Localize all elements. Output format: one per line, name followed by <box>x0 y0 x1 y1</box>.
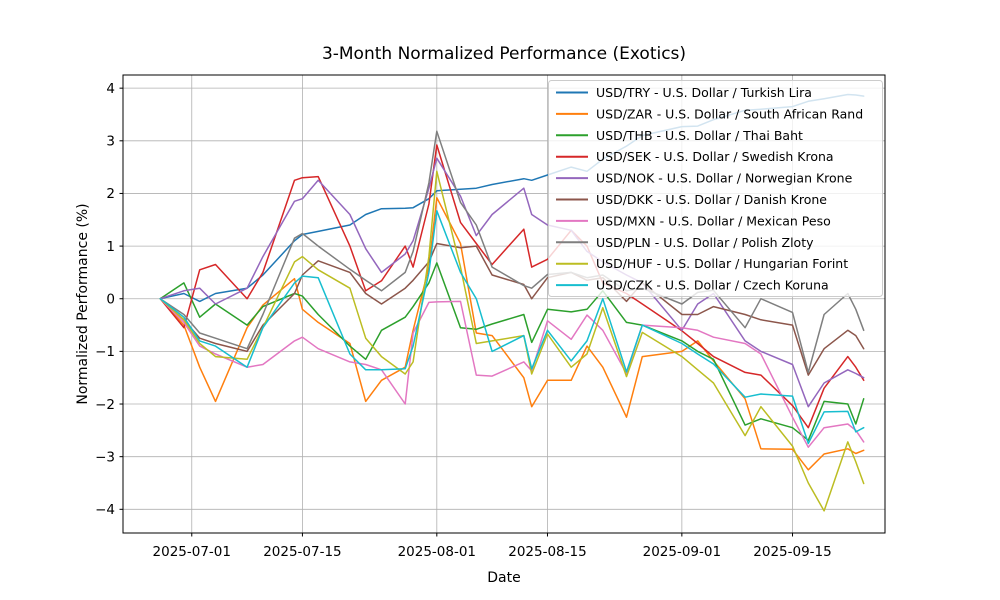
legend-label: USD/THB - U.S. Dollar / Thai Baht <box>596 128 803 143</box>
x-tick-label: 2025-09-15 <box>753 544 831 560</box>
legend: USD/TRY - U.S. Dollar / Turkish Lira USD/… <box>548 80 883 297</box>
legend-label: USD/HUF - U.S. Dollar / Hungarian Forint <box>596 256 848 271</box>
x-tick-label: 2025-07-01 <box>153 544 231 560</box>
y-tick-label: 3 <box>106 134 115 150</box>
x-axis-label: Date <box>487 570 521 586</box>
y-tick-label: −2 <box>95 397 115 413</box>
series-line-usd-zar <box>159 196 865 471</box>
chart-title: 3-Month Normalized Performance (Exotics) <box>321 44 687 64</box>
legend-label: USD/CZK - U.S. Dollar / Czech Koruna <box>596 278 829 293</box>
series-line-usd-czk <box>159 210 865 445</box>
legend-box <box>548 80 883 297</box>
legend-label: USD/ZAR - U.S. Dollar / South African Ra… <box>596 106 863 121</box>
series-line-usd-dkk <box>159 242 865 376</box>
y-tick-label: 0 <box>106 292 115 308</box>
y-axis-label: Normalized Performance (%) <box>75 203 91 405</box>
y-tick-label: −4 <box>95 502 115 518</box>
legend-label: USD/PLN - U.S. Dollar / Polish Zloty <box>596 235 814 250</box>
axis-ticks: 2025-07-01 2025-07-15 2025-08-01 2025-08-15… <box>95 81 832 560</box>
legend-label: USD/SEK - U.S. Dollar / Swedish Krona <box>596 149 834 164</box>
x-tick-label: 2025-08-15 <box>508 544 586 560</box>
series-line-usd-nok <box>159 157 865 408</box>
series-lines <box>159 93 865 512</box>
y-tick-label: 2 <box>106 186 115 202</box>
plot-border <box>122 74 886 534</box>
y-tick-label: 4 <box>106 81 115 97</box>
series-line-usd-pln <box>159 130 865 374</box>
series-line-usd-sek <box>159 144 865 429</box>
legend-label: USD/DKK - U.S. Dollar / Danish Krone <box>596 192 827 207</box>
legend-label: USD/TRY - U.S. Dollar / Turkish Lira <box>596 85 812 100</box>
series-line-usd-thb <box>159 262 865 442</box>
y-tick-label: −1 <box>95 344 115 360</box>
series-line-usd-huf <box>159 170 865 512</box>
y-tick-label: −3 <box>95 449 115 465</box>
x-tick-label: 2025-09-01 <box>643 544 721 560</box>
series-line-usd-mxn <box>159 297 865 448</box>
y-tick-label: 1 <box>106 239 115 255</box>
legend-label: USD/MXN - U.S. Dollar / Mexican Peso <box>596 213 831 228</box>
legend-label: USD/NOK - U.S. Dollar / Norwegian Krone <box>596 171 853 186</box>
x-tick-label: 2025-08-01 <box>398 544 476 560</box>
x-tick-label: 2025-07-15 <box>263 544 341 560</box>
